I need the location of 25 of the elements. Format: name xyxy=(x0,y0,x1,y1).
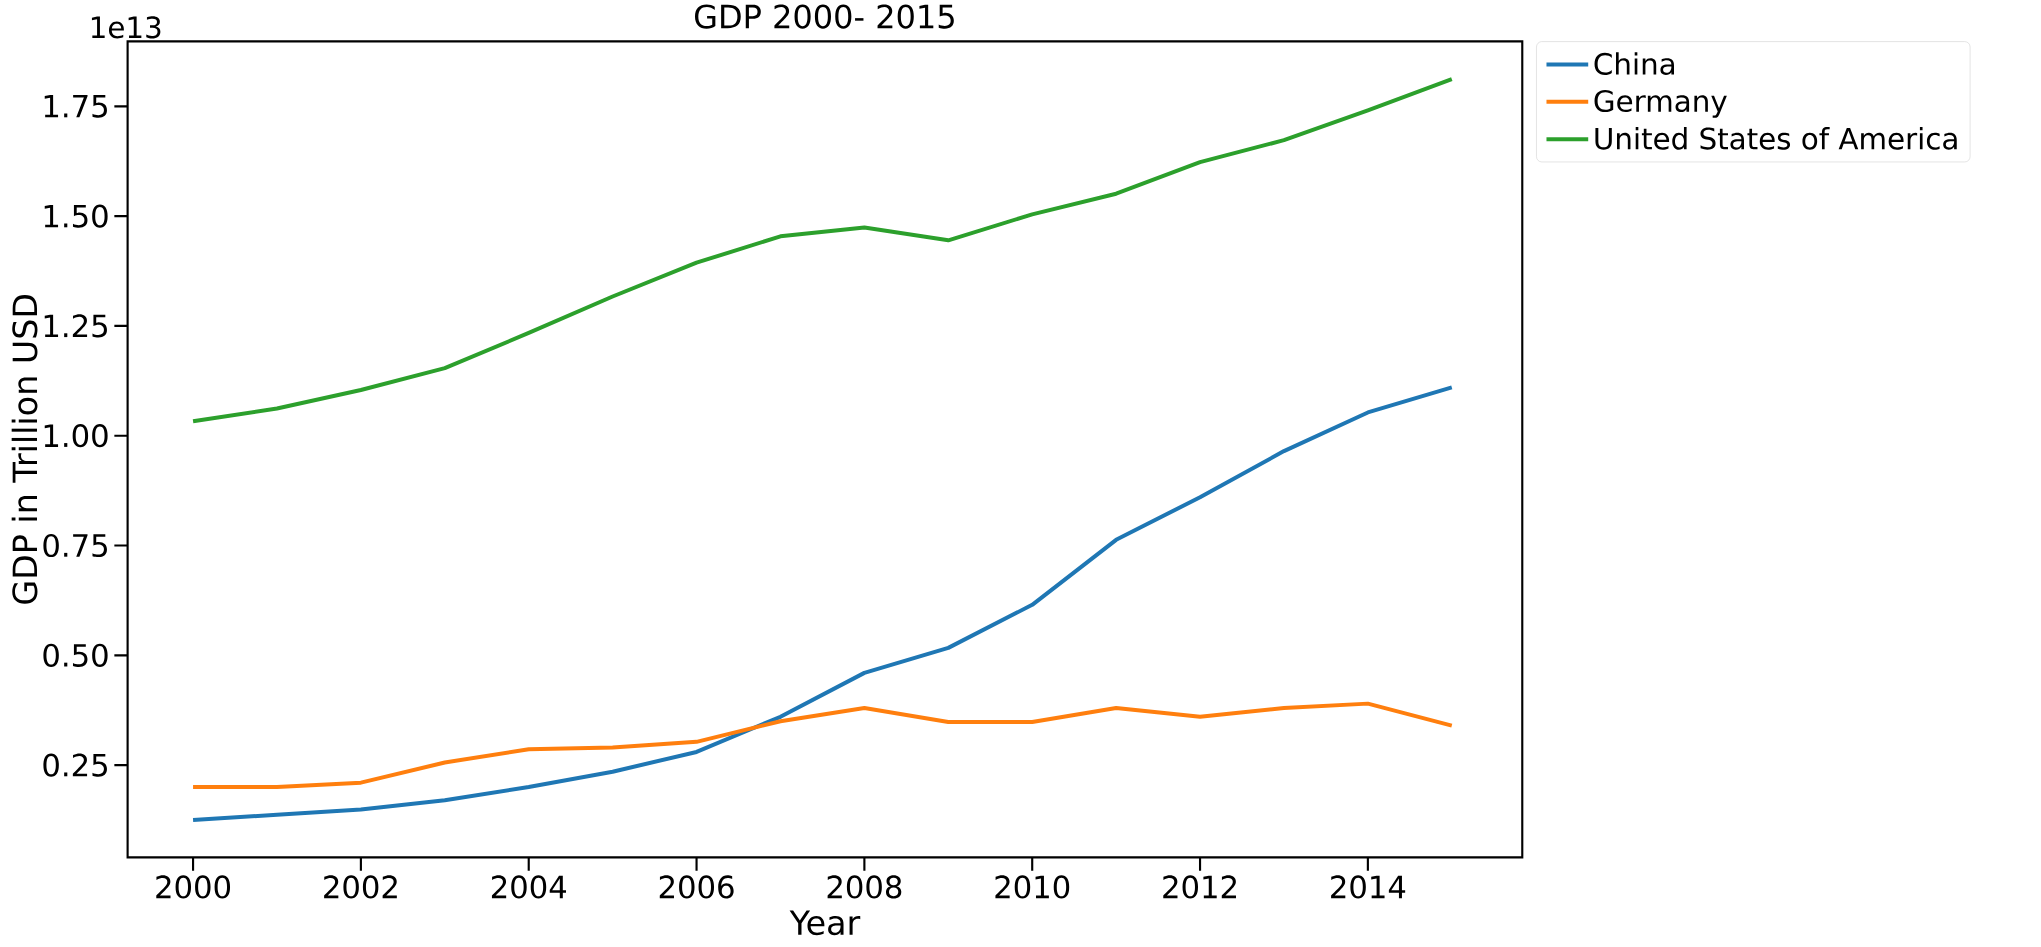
y-tick-label: 0.25 xyxy=(43,753,107,777)
x-tick-label: 2008 xyxy=(827,875,902,899)
y-tick-label: 0.50 xyxy=(43,643,108,668)
x-tick-label: 2004 xyxy=(491,875,567,899)
x-tick-label: 2006 xyxy=(659,875,734,899)
y-tick-label: 1.00 xyxy=(44,424,108,448)
x-tick-label: 2000 xyxy=(156,875,231,899)
x-tick-label: 2014 xyxy=(1331,875,1406,899)
line-series xyxy=(191,77,1454,424)
y-tick-label: 1.25 xyxy=(44,314,107,338)
x-tick-label: 2002 xyxy=(324,875,397,899)
x-axis-title: Year xyxy=(789,910,861,936)
legend-label: United States of America xyxy=(1595,127,1957,150)
y-tick-label: 1.75 xyxy=(44,95,107,118)
y-axis-title: GDP in Trillion USD xyxy=(11,295,38,604)
y-tick-label: 0.75 xyxy=(43,534,107,558)
legend-label: China xyxy=(1594,52,1675,76)
line-series xyxy=(191,701,1454,790)
x-tick-label: 2010 xyxy=(995,875,1070,899)
line-series xyxy=(191,385,1454,823)
text: 1e13 xyxy=(91,16,161,39)
legend-label: Germany xyxy=(1594,90,1727,118)
x-tick-label: 2012 xyxy=(1163,875,1236,899)
chart-title: GDP 2000- 2015 xyxy=(694,4,954,29)
y-tick-label: 1.50 xyxy=(44,204,108,228)
